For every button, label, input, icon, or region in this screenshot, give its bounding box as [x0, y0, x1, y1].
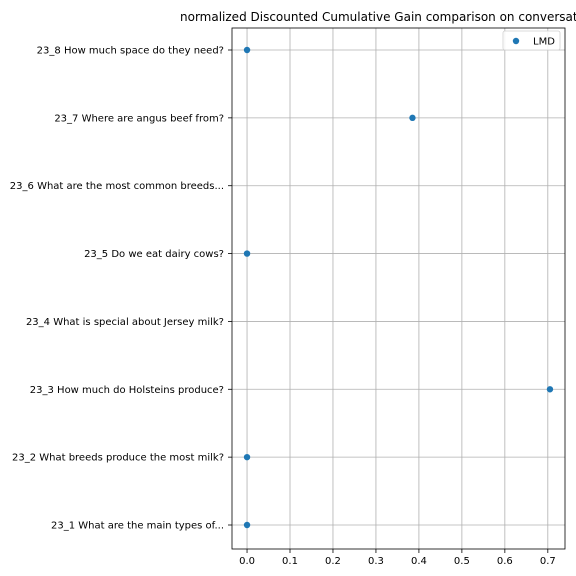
data-point	[243, 521, 251, 529]
x-tick-label: 0.3	[368, 556, 384, 567]
x-tick-label: 0.5	[454, 556, 470, 567]
y-tick-label: 23_5 Do we eat dairy cows?	[84, 249, 224, 260]
grid	[232, 28, 565, 549]
data-point	[243, 46, 251, 54]
y-tick-label: 23_3 How much do Holsteins produce?	[30, 385, 224, 396]
x-tick-label: 0.6	[497, 556, 513, 567]
data-points	[243, 46, 554, 529]
data-point	[409, 114, 416, 122]
y-tick-label: 23_1 What are the main types of...	[51, 521, 224, 532]
legend-box	[502, 30, 561, 51]
y-tick-label: 23_6 What are the most common breeds...	[10, 181, 224, 192]
x-tick-label: 0.7	[540, 556, 556, 567]
data-point	[243, 453, 251, 461]
y-tick-label: 23_7 Where are angus beef from?	[54, 113, 224, 124]
data-point	[243, 250, 251, 257]
axes: 0.0 0.1 0.2 0.3 0.4 0.5 0.6 0.7 23_1 What are th…	[10, 27, 566, 567]
chart-title: normalized Discounted Cumulative Gain co…	[180, 10, 576, 24]
x-tick-label: 0.1	[282, 556, 298, 567]
y-tick-label: 23_4 What is special about Jersey milk?	[26, 317, 224, 328]
legend-label: LMD	[533, 37, 555, 48]
legend: LMD	[502, 30, 561, 51]
x-tick-label: 0.2	[325, 556, 341, 567]
x-tick-label: 0.0	[239, 556, 255, 567]
data-point	[546, 386, 554, 393]
y-tick-label: 23_8 How much space do they need?	[37, 46, 224, 57]
x-tick-label: 0.4	[411, 556, 427, 567]
plot-frame	[231, 27, 566, 550]
legend-marker	[512, 37, 520, 45]
y-tick-label: 23_2 What breeds produce the most milk?	[12, 453, 224, 464]
